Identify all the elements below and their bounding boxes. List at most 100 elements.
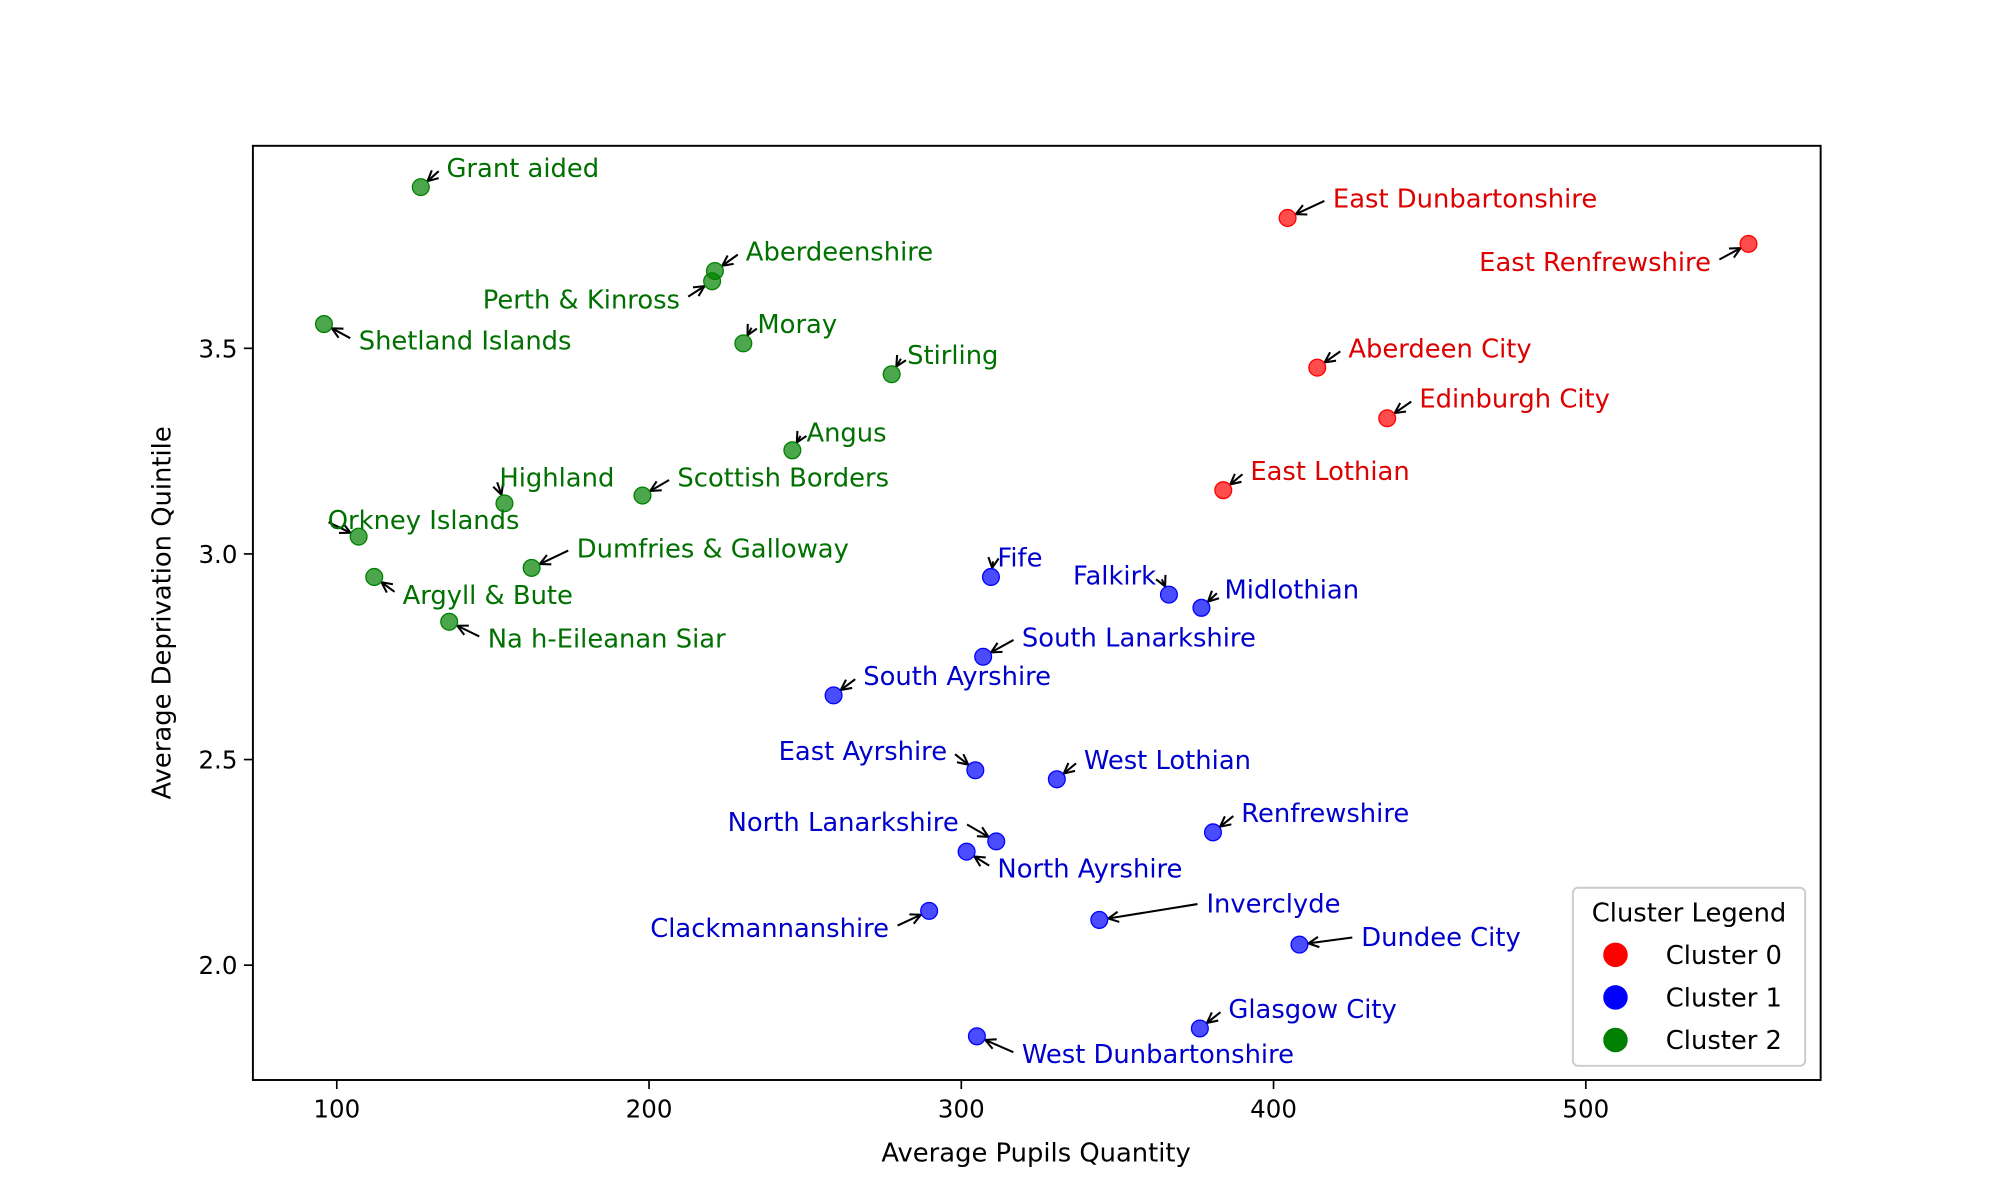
y-tick-label: 3.5 [198, 334, 237, 363]
data-point [974, 647, 993, 666]
point-label: Falkirk [1073, 562, 1156, 592]
data-point [314, 315, 334, 334]
y-tick-label: 2.5 [198, 746, 237, 775]
point-label: West Dunbartonshire [1022, 1040, 1294, 1070]
point-label: Moray [757, 310, 837, 340]
data-point [1192, 598, 1211, 617]
point-label: South Lanarkshire [1022, 623, 1256, 653]
annotation-arrow [457, 626, 480, 638]
data-point [966, 761, 985, 780]
annotation-arrow [1296, 199, 1325, 214]
x-tick-label: 500 [1562, 1094, 1609, 1123]
y-axis: 2.0 2.5 3.0 3.5 [198, 334, 253, 980]
annotation-arrow [991, 639, 1015, 652]
annotation-arrow [797, 436, 801, 443]
data-point [349, 527, 368, 546]
annotation-arrow [841, 678, 856, 690]
data-point [1090, 910, 1109, 929]
annotation-arrow [687, 286, 704, 298]
annotation-arrow [992, 561, 993, 568]
data-point [522, 558, 541, 577]
point-label: Glasgow City [1228, 995, 1396, 1025]
data-point [1308, 358, 1327, 377]
data-point [882, 365, 901, 384]
data-point [920, 901, 939, 920]
data-point [734, 334, 753, 353]
data-point [495, 494, 514, 513]
point-label: Angus [806, 418, 886, 448]
point-label: South Ayrshire [863, 662, 1051, 692]
point-label: East Lothian [1250, 457, 1409, 487]
annotation-arrow [650, 479, 670, 491]
annotation-arrow [1395, 400, 1412, 413]
point-label: North Lanarkshire [728, 808, 959, 838]
annotation-arrow [954, 753, 968, 764]
plot-area [251, 144, 1822, 1081]
annotation-arrow [1718, 248, 1740, 261]
annotation-arrow [428, 171, 440, 181]
legend: Cluster Legend Cluster 0 Cluster 1 Cluster… [1571, 886, 1807, 1067]
annotation-arrow [1207, 1011, 1222, 1023]
point-label: Aberdeenshire [746, 238, 933, 268]
annotation-arrow [1162, 579, 1165, 586]
x-tick-label: 200 [626, 1094, 673, 1123]
data-point [1203, 823, 1223, 842]
data-point [1378, 409, 1397, 428]
data-point [1739, 234, 1758, 253]
point-label: Grant aided [446, 154, 599, 184]
annotation-arrow [1208, 593, 1217, 601]
point-labels: East Dunbartonshire East Renfrewshire Aber… [328, 154, 1711, 1070]
point-label: Na h-Eileanan Siar [488, 625, 726, 655]
annotation-arrows [328, 171, 1741, 1054]
annotation-arrow [332, 328, 351, 340]
point-label: North Ayrshire [997, 854, 1182, 884]
legend-entry-label: Cluster 1 [1666, 983, 1782, 1013]
data-point [1214, 481, 1233, 500]
point-label: Scottish Borders [677, 463, 889, 493]
point-label: Aberdeen City [1348, 334, 1531, 364]
legend-entry-label: Cluster 0 [1666, 941, 1782, 971]
y-axis-label: Average Deprivation Quintile [147, 426, 177, 799]
data-point [987, 832, 1006, 851]
point-label: Highland [499, 463, 614, 493]
data-point [1190, 1019, 1209, 1038]
point-label: West Lothian [1084, 746, 1251, 776]
legend-marker [1603, 1027, 1628, 1053]
data-point [967, 1027, 986, 1046]
annotation-arrow [1220, 815, 1235, 827]
annotation-arrow [540, 549, 569, 564]
point-label: Fife [997, 543, 1042, 573]
data-point [1278, 208, 1297, 227]
point-label: Dundee City [1361, 923, 1520, 953]
point-label: Stirling [907, 341, 998, 371]
annotation-arrow [497, 481, 501, 495]
point-label: Renfrewshire [1241, 799, 1409, 829]
legend-entry-label: Cluster 2 [1666, 1026, 1782, 1056]
x-axis: 100 200 300 400 500 [313, 1080, 1609, 1123]
x-axis-label: Average Pupils Quantity [881, 1138, 1190, 1168]
point-label: Clackmannanshire [650, 914, 889, 944]
annotation-arrow [1064, 762, 1077, 773]
data-point [824, 686, 843, 705]
y-tick-label: 2.0 [198, 951, 237, 980]
annotation-arrow [985, 1040, 1014, 1054]
data-point [440, 612, 459, 631]
annotation-arrow [897, 915, 921, 927]
data-point [411, 178, 430, 197]
legend-marker [1603, 985, 1628, 1010]
point-label: Inverclyde [1206, 889, 1340, 919]
legend-box [1571, 886, 1807, 1067]
data-point [365, 567, 384, 586]
annotation-arrow [1308, 937, 1353, 943]
point-label: East Dunbartonshire [1333, 185, 1597, 215]
data-point [1047, 770, 1066, 789]
point-label: Midlothian [1225, 576, 1360, 606]
annotation-arrow [966, 823, 988, 837]
point-label: Orkney Islands [328, 506, 520, 536]
point-label: Argyll & Bute [403, 581, 573, 611]
legend-marker [1603, 942, 1628, 968]
annotation-arrow [748, 328, 752, 336]
point-label: East Ayrshire [779, 737, 948, 767]
data-points [314, 178, 1758, 1046]
legend-title: Cluster Legend [1592, 898, 1787, 928]
